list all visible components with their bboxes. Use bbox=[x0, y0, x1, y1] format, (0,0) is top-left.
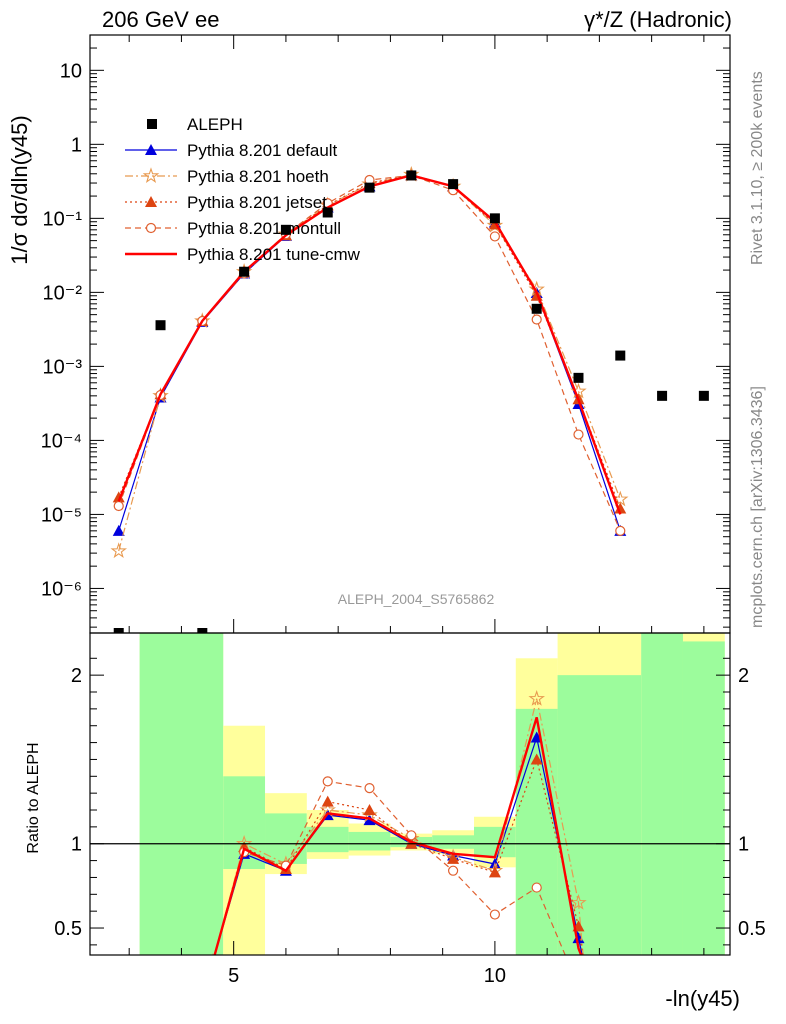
main-series-3-marker bbox=[113, 500, 124, 512]
axes: 5 10 10⁻⁶ 10⁻⁵ 10⁻⁴ 10⁻³ 10⁻² 10⁻¹ 1 10 0.5 0.5 1 1 2 2 bbox=[41, 34, 766, 987]
main-y-tick-label: 10⁻² bbox=[43, 282, 83, 304]
legend-label: Pythia 8.201 jetset bbox=[187, 193, 327, 212]
aleph-data-point bbox=[489, 213, 500, 224]
ratio-y-tick-label: 0.5 bbox=[54, 918, 82, 940]
legend: ALEPH Pythia 8.201 default Pythia 8.201 ho… bbox=[125, 115, 361, 264]
ratio-band-stat bbox=[139, 633, 224, 955]
ratio-band-stat bbox=[348, 831, 391, 851]
ratio-band-stat bbox=[557, 675, 642, 955]
legend-aleph-marker bbox=[147, 119, 157, 129]
aleph-data-point bbox=[448, 179, 459, 190]
ratio-series-4-line bbox=[213, 716, 583, 955]
x-tick-label: 5 bbox=[228, 965, 239, 987]
rivet-label: Rivet 3.1.10, ≥ 200k events bbox=[749, 71, 766, 265]
main-y-tick-label: 10⁻¹ bbox=[43, 208, 83, 230]
main-y-tick-label: 1 bbox=[71, 134, 82, 156]
ratio-plot-frame bbox=[89, 632, 731, 956]
ratio-series bbox=[90, 690, 730, 967]
ratio-series-2-marker bbox=[363, 804, 376, 816]
main-plot-frame bbox=[89, 34, 731, 634]
main-series-3-marker bbox=[531, 314, 542, 325]
ratio-series-0-marker bbox=[578, 956, 590, 967]
main-y-tick-label: 10⁻⁵ bbox=[41, 504, 82, 526]
ratio-series-3-marker bbox=[564, 957, 573, 966]
main-y-tick-label: 10 bbox=[60, 60, 82, 82]
aleph-data-point bbox=[531, 303, 542, 314]
ratio-series-2-marker bbox=[530, 753, 543, 765]
ratio-band-stat bbox=[641, 633, 683, 955]
ratio-bands bbox=[139, 633, 725, 955]
legend-label: Pythia 8.201 hoeth bbox=[187, 167, 329, 186]
title-right: γ*/Z (Hadronic) bbox=[584, 7, 732, 32]
ratio-band-stat bbox=[432, 835, 474, 849]
ratio-y-tick-label: 1 bbox=[71, 834, 82, 856]
ratio-series-3-marker bbox=[489, 909, 500, 920]
main-data-points bbox=[113, 170, 709, 633]
mcplots-label: mcplots.cern.ch [arXiv:1306.3436] bbox=[749, 386, 766, 628]
ratio-series-1-marker bbox=[570, 894, 587, 910]
aleph-data-point bbox=[615, 350, 626, 361]
ratio-series-2-marker bbox=[447, 852, 460, 864]
aleph-data-point bbox=[698, 390, 709, 401]
ratio-series-3-marker bbox=[208, 957, 217, 966]
ratio-y-axis-label: Ratio to ALEPH bbox=[25, 742, 42, 853]
x-tick-label: 10 bbox=[484, 965, 506, 987]
ratio-series-0-marker bbox=[207, 956, 219, 967]
ratio-band-stat bbox=[682, 641, 725, 955]
ratio-series-1-marker bbox=[212, 953, 214, 955]
ratio-series-2-marker bbox=[488, 866, 501, 878]
ratio-series-2-marker bbox=[578, 956, 590, 967]
ratio-y-tick-label: 2 bbox=[71, 665, 82, 687]
main-series-3-marker bbox=[615, 525, 626, 536]
legend-label: Pythia 8.201 tune-cmw bbox=[187, 245, 361, 264]
ratio-series-3-marker bbox=[364, 782, 375, 794]
ratio-series-3-marker bbox=[406, 830, 417, 841]
main-series-1-marker bbox=[110, 542, 128, 559]
main-series-2-marker bbox=[112, 491, 125, 503]
legend-label: Pythia 8.201 montull bbox=[187, 219, 341, 238]
aleph-data-point bbox=[197, 628, 208, 633]
aleph-data-point bbox=[406, 170, 417, 181]
legend-label: ALEPH bbox=[187, 115, 243, 134]
aleph-data-point bbox=[239, 266, 250, 277]
ratio-y-tick-label-right: 1 bbox=[738, 834, 749, 856]
aleph-data-point bbox=[573, 372, 584, 383]
ratio-series-3-marker bbox=[448, 865, 459, 876]
main-series-0-marker bbox=[112, 524, 125, 536]
legend-marker bbox=[145, 144, 157, 155]
main-y-axis-label-text: 1/σ dσ/dln(y45) bbox=[7, 115, 32, 264]
ratio-series-2-marker bbox=[207, 956, 219, 967]
x-axis-label: -ln(y45) bbox=[665, 986, 740, 1011]
ratio-y-tick-label-right: 2 bbox=[738, 665, 749, 687]
main-y-tick-label: 10⁻⁶ bbox=[41, 578, 82, 600]
main-y-tick-label: 10⁻³ bbox=[43, 356, 83, 378]
main-series-2-marker bbox=[614, 502, 627, 514]
ratio-band-stat bbox=[306, 826, 349, 853]
aleph-data-point bbox=[280, 224, 291, 235]
main-series-3-marker bbox=[573, 429, 584, 440]
aleph-data-point bbox=[657, 390, 668, 401]
analysis-label: ALEPH_2004_S5765862 bbox=[338, 591, 495, 607]
main-series-3-marker bbox=[489, 231, 500, 242]
ratio-series-1-marker bbox=[528, 690, 546, 706]
ratio-band-stat bbox=[515, 708, 558, 955]
ratio-series-3-marker bbox=[531, 882, 542, 893]
ratio-series-2-marker bbox=[321, 795, 334, 807]
ratio-series-3-marker bbox=[322, 776, 333, 787]
aleph-data-point bbox=[322, 207, 333, 218]
aleph-data-point bbox=[113, 628, 124, 633]
ratio-y-tick-label-right: 0.5 bbox=[738, 918, 766, 940]
title-left: 206 GeV ee bbox=[102, 7, 219, 32]
aleph-data-point bbox=[364, 182, 375, 193]
legend-marker bbox=[142, 167, 160, 184]
main-y-axis-label: 1/σ dσ/dln(y45) bbox=[7, 115, 32, 264]
legend-marker bbox=[145, 196, 157, 207]
legend-label: Pythia 8.201 default bbox=[187, 141, 338, 160]
main-y-tick-label: 10⁻⁴ bbox=[41, 430, 82, 452]
ratio-series-1-marker bbox=[583, 953, 585, 955]
ratio-band-stat bbox=[474, 826, 516, 858]
legend-marker bbox=[145, 222, 157, 234]
aleph-data-point bbox=[155, 320, 166, 331]
